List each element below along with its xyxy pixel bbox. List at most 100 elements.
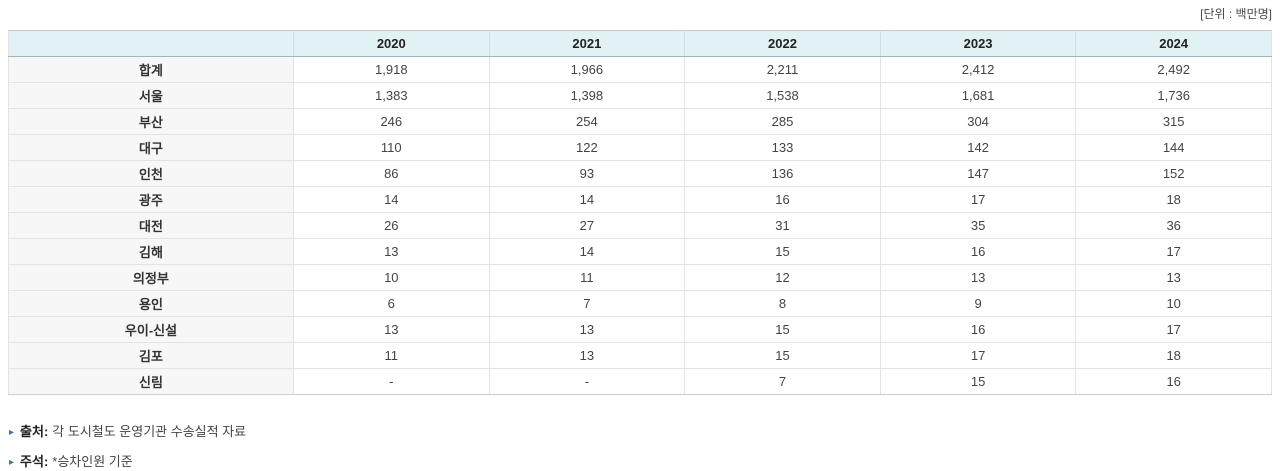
data-cell: 17 (1075, 316, 1272, 343)
header-row: 2020 2021 2022 2023 2024 (8, 30, 1272, 57)
data-cell: 133 (684, 134, 881, 161)
row-label: 대구 (8, 134, 294, 161)
source-note-label: 출처: (20, 424, 49, 439)
data-cell: 246 (293, 108, 490, 135)
row-label: 신림 (8, 368, 294, 395)
data-cell: 12 (684, 264, 881, 291)
data-cell: 13 (293, 316, 490, 343)
table-row: 신림 - -7 15 16 (8, 368, 1272, 395)
data-cell: 11 (488, 264, 686, 291)
data-cell: 18 (1075, 342, 1272, 369)
data-cell: 147 (879, 160, 1077, 187)
annotation-note: ▸ 주석: *승차인원 기준 (9, 454, 133, 471)
data-cell: 122 (488, 134, 686, 161)
data-cell: 14 (293, 186, 490, 213)
data-cell: 16 (879, 316, 1077, 343)
data-table: 2020 2021 2022 2023 2024 합계 1,918 1,966 2,211 2,… (8, 30, 1272, 395)
annotation-note-text: *승차인원 기준 (52, 454, 133, 469)
table-row: 김해 13 14 15 16 17 (8, 238, 1272, 265)
table-row: 의정부 10 11 12 13 13 (8, 264, 1272, 291)
table-row: 대전 26 27 31 35 36 (8, 212, 1272, 239)
data-cell: 36 (1075, 212, 1272, 239)
data-cell: 31 (684, 212, 881, 239)
corner-cell (8, 30, 294, 57)
data-cell: - (293, 368, 490, 395)
data-cell: 9 (879, 290, 1077, 317)
data-cell: 152 (1075, 160, 1272, 187)
data-cell: 7 (684, 368, 881, 395)
data-cell: 15 (684, 316, 881, 343)
source-note: ▸ 출처: 각 도시철도 운영기관 수송실적 자료 (9, 424, 246, 442)
data-cell: 1,538 (684, 82, 881, 109)
data-cell: 13 (293, 238, 490, 265)
row-label: 서울 (8, 82, 294, 109)
row-label: 우이-신설 (8, 316, 294, 343)
data-cell: 13 (1075, 264, 1272, 291)
data-cell: 26 (293, 212, 490, 239)
table-body: 합계 1,918 1,966 2,211 2,412 2,492 서울 1,383 1,398 1… (8, 56, 1272, 395)
data-cell: 86 (293, 160, 490, 187)
data-cell: 315 (1075, 108, 1272, 135)
year-header: 2020 (293, 30, 490, 57)
data-cell: 35 (879, 212, 1077, 239)
data-cell: 285 (684, 108, 881, 135)
table-row: 서울 1,383 1,398 1,538 1,681 1,736 (8, 82, 1272, 109)
data-cell: 1,681 (879, 82, 1077, 109)
data-cell: 1,383 (293, 82, 490, 109)
annotation-note-label: 주석: (20, 454, 49, 469)
table-row: 부산 246 254 285 304 315 (8, 108, 1272, 135)
data-cell: 1,966 (488, 56, 686, 83)
row-label: 인천 (8, 160, 294, 187)
data-cell: 13 (488, 316, 686, 343)
data-cell: 142 (879, 134, 1077, 161)
data-cell: 1,398 (488, 82, 686, 109)
unit-label: [단위 : 백만명] (1200, 7, 1272, 21)
data-cell: 10 (293, 264, 490, 291)
data-cell: 254 (488, 108, 686, 135)
row-label: 합계 (8, 56, 294, 83)
table-header: 2020 2021 2022 2023 2024 (8, 30, 1272, 57)
data-cell: - (488, 368, 686, 395)
data-cell: 93 (488, 160, 686, 187)
table-row: 용인 6 7 8 9 10 (8, 290, 1272, 317)
data-cell: 17 (879, 342, 1077, 369)
data-cell: 16 (684, 186, 881, 213)
row-label: 대전 (8, 212, 294, 239)
data-cell: 2,412 (879, 56, 1077, 83)
year-header: 2022 (684, 30, 881, 57)
row-label: 김포 (8, 342, 294, 369)
year-header: 2024 (1075, 30, 1272, 57)
row-label: 김해 (8, 238, 294, 265)
data-cell: 10 (1075, 290, 1272, 317)
table-row: 대구 110 122 133 142 144 (8, 134, 1272, 161)
data-cell: 14 (488, 186, 686, 213)
row-label: 광주 (8, 186, 294, 213)
note-bullet-icon: ▸ (9, 457, 15, 468)
data-cell: 15 (684, 342, 881, 369)
data-cell: 16 (1075, 368, 1272, 395)
data-cell: 11 (293, 342, 490, 369)
data-cell: 17 (1075, 238, 1272, 265)
data-cell: 7 (488, 290, 686, 317)
data-cell: 17 (879, 186, 1077, 213)
year-header: 2023 (879, 30, 1077, 57)
table-row: 광주 14 14 16 17 18 (8, 186, 1272, 213)
data-cell: 2,211 (684, 56, 881, 83)
data-cell: 6 (293, 290, 490, 317)
data-cell: 8 (684, 290, 881, 317)
year-header: 2021 (488, 30, 686, 57)
data-cell: 136 (684, 160, 881, 187)
data-cell: 15 (684, 238, 881, 265)
data-cell: 27 (488, 212, 686, 239)
table-row: 우이-신설 13 13 15 16 17 (8, 316, 1272, 343)
data-cell: 16 (879, 238, 1077, 265)
table-row: 인천 86 93 136 147 152 (8, 160, 1272, 187)
data-cell: 1,736 (1075, 82, 1272, 109)
data-cell: 15 (879, 368, 1077, 395)
row-label: 부산 (8, 108, 294, 135)
data-cell: 144 (1075, 134, 1272, 161)
note-bullet-icon: ▸ (9, 427, 15, 438)
table-row: 합계 1,918 1,966 2,211 2,412 2,492 (8, 56, 1272, 83)
row-label: 용인 (8, 290, 294, 317)
